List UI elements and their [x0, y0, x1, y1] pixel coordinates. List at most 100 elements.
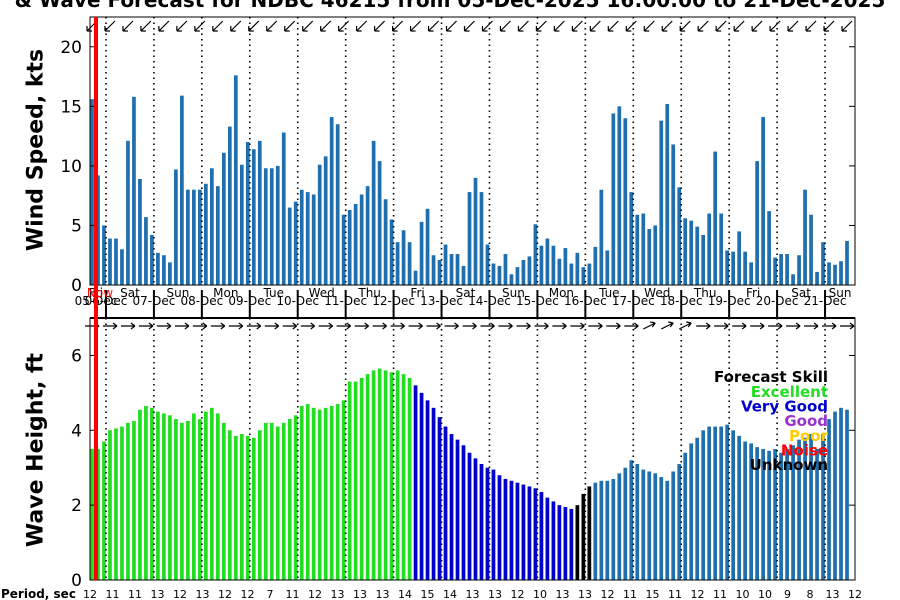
period-value: 13 [466, 588, 480, 600]
period-value: 11 [128, 588, 142, 600]
wave-bar [305, 404, 310, 580]
wind-bar [521, 259, 526, 285]
wind-bar [365, 186, 370, 285]
wind-direction-arrow [248, 20, 260, 32]
wave-bar [192, 413, 196, 580]
wave-bar [431, 407, 436, 580]
wind-bar [239, 164, 244, 285]
wind-direction-arrow [302, 20, 314, 32]
wind-bar [593, 246, 598, 285]
wind-bar [347, 209, 352, 285]
wave-bar [821, 434, 825, 580]
wind-bar [162, 255, 166, 285]
wind-direction-arrow [823, 20, 835, 32]
wave-bar [551, 501, 556, 580]
wind-bar [485, 244, 490, 285]
wave-bar [365, 374, 370, 580]
wave-bar [126, 422, 130, 580]
wind-bar [719, 213, 724, 285]
wind-bar [245, 142, 250, 285]
wind-bar [144, 217, 148, 285]
wind-bar [455, 254, 460, 285]
wind-bar [174, 169, 178, 285]
wind-bar [383, 199, 388, 285]
wind-bar [635, 214, 640, 285]
wind-bar [209, 168, 214, 285]
wind-bar [827, 262, 831, 285]
wave-bar [144, 405, 148, 580]
wind-bar [707, 213, 712, 285]
wave-bar [803, 437, 807, 580]
wind-bar [563, 248, 568, 285]
wind-bar [623, 118, 628, 285]
wind-bar [359, 194, 364, 285]
wave-bar [587, 486, 592, 580]
wave-bar [749, 443, 753, 580]
wind-bar [785, 254, 789, 285]
date-label: 07-Dec [133, 294, 176, 308]
period-value: 10 [758, 588, 772, 600]
wave-bar [779, 452, 783, 580]
wave-bar [635, 463, 640, 580]
wind-direction-arrow [535, 20, 547, 32]
wind-bar [737, 231, 742, 285]
wind-direction-arrow [320, 20, 332, 32]
wind-bar [323, 156, 328, 285]
date-label: 08-Dec [180, 294, 223, 308]
wave-bar [773, 449, 777, 580]
wave-bar [168, 415, 172, 580]
wind-bar [437, 259, 442, 285]
wave-bar [659, 477, 664, 580]
period-row-label: Period, sec [1, 587, 76, 600]
wave-direction-arrow [192, 322, 208, 330]
day-of-week-label: Fri [410, 286, 424, 300]
wave-bar [743, 441, 748, 580]
date-label: 13-Dec [420, 294, 463, 308]
now-label: Now [87, 286, 113, 300]
wave-bar [731, 430, 736, 580]
wave-bar [845, 409, 849, 580]
wind-bar [743, 251, 748, 285]
wind-bar [809, 214, 813, 285]
wave-bar [719, 426, 724, 580]
wave-direction-arrow [102, 322, 118, 330]
legend-item-noise: Noise [781, 441, 828, 459]
wave-bar [647, 471, 652, 580]
wind-bar [275, 165, 280, 285]
wave-bar [371, 370, 376, 580]
wind-bar [227, 126, 232, 286]
wind-bar [311, 194, 316, 285]
wave-bar [263, 422, 268, 580]
wind-bar [281, 132, 286, 285]
wave-bar [389, 372, 394, 580]
wave-bar [485, 467, 490, 580]
wind-bar [317, 164, 322, 285]
wave-direction-arrow [696, 322, 711, 330]
wind-bar [425, 208, 430, 285]
wave-bar [209, 407, 214, 580]
period-value: 8 [807, 588, 814, 600]
wave-bar [761, 449, 765, 580]
wind-bar [731, 251, 736, 285]
date-label: 18-Dec [660, 294, 703, 308]
wind-bar [138, 178, 142, 285]
wind-bar [803, 189, 807, 285]
wave-direction-arrow [822, 322, 837, 330]
wave-bar [102, 441, 106, 580]
wind-direction-arrow [230, 20, 242, 32]
wind-bar [725, 250, 730, 285]
date-label: 11-Dec [324, 294, 367, 308]
wave-bar [341, 400, 346, 580]
wind-bar [503, 254, 508, 285]
wind-direction-arrow [356, 20, 368, 32]
wave-direction-arrow [282, 322, 298, 330]
chart-title: & Wave Forecast for NDBC 46215 from 05-D… [14, 0, 886, 12]
wave-bar [545, 497, 550, 580]
wave-bar [533, 488, 538, 580]
wave-direction-arrow [786, 322, 801, 330]
wave-bar [401, 374, 406, 580]
wind-direction-arrow [481, 20, 493, 32]
wave-bar [671, 471, 676, 580]
wind-bar [102, 225, 106, 285]
wind-bar [180, 95, 184, 285]
